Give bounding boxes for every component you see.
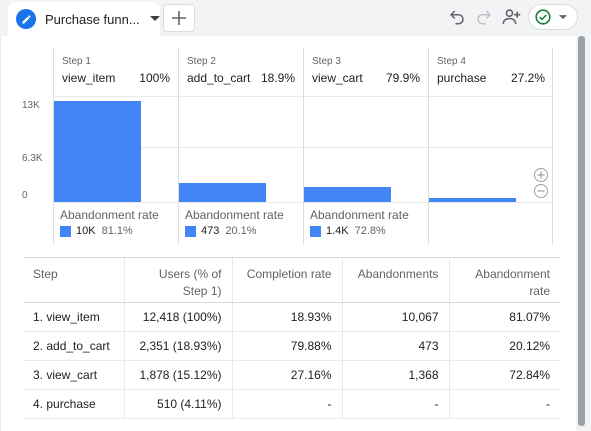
cell-abandonments: 1,368 [341, 360, 449, 390]
abandonment-count: 10K [76, 225, 96, 237]
status-dropdown[interactable] [528, 4, 578, 30]
step-2-percent: 18.9% [260, 71, 295, 85]
step-1-percent: 100% [139, 71, 170, 85]
person-add-icon[interactable] [500, 6, 522, 28]
redo-icon[interactable] [473, 6, 495, 28]
tab-purchase-funnel[interactable]: Purchase funn... [8, 2, 160, 36]
y-tick-label: 0 [22, 190, 28, 201]
bar-purchase[interactable] [429, 197, 516, 202]
abandonment-rate: 20.1% [225, 225, 257, 237]
bar-add-to-cart[interactable] [179, 182, 266, 202]
step-4-percent: 27.2% [510, 71, 545, 85]
table-row: 3. view_cart 1,878 (15.12%) 27.16% 1,368… [23, 360, 560, 390]
cell-abandonments: 473 [341, 331, 449, 361]
legend-swatch [60, 225, 71, 237]
funnel-chart: 13K 6.3K 0 Step 1 view_item 100% Step 2 … [0, 36, 576, 246]
tab-bar: Purchase funn... [0, 0, 591, 36]
column-header-step[interactable]: Step [23, 257, 124, 303]
zoom-in-icon[interactable] [534, 168, 548, 182]
step-1-name: view_item [62, 71, 116, 85]
step-2-name: add_to_cart [187, 71, 251, 85]
abandonment-count: 1.4K [326, 225, 349, 237]
cell-completion-rate: 27.16% [231, 360, 342, 390]
caret-down-icon[interactable] [149, 16, 160, 22]
column-header-users[interactable]: Users (% of Step 1) [123, 257, 232, 303]
table-row: 4. purchase 510 (4.11%) - - - [23, 389, 560, 419]
cell-abandonment-rate: 20.12% [448, 331, 560, 361]
abandonment-label: Abandonment rate [310, 208, 409, 222]
table-row: 2. add_to_cart 2,351 (18.93%) 79.88% 473… [23, 331, 560, 361]
bar-view-item[interactable] [54, 100, 141, 202]
step-3-percent: 79.9% [385, 71, 420, 85]
step-1-label: Step 1 [62, 56, 91, 67]
zoom-out-icon[interactable] [534, 184, 548, 198]
tab-title: Purchase funn... [45, 11, 140, 27]
abandonment-rate: 81.1% [101, 225, 133, 237]
column-divider [428, 48, 429, 244]
cell-users: 510 (4.11%) [123, 389, 232, 419]
table-row: 1. view_item 12,418 (100%) 18.93% 10,067… [23, 302, 560, 332]
cell-step: 3. view_cart [23, 360, 124, 390]
add-tab-button[interactable] [163, 4, 195, 32]
step-4-label: Step 4 [437, 56, 466, 67]
abandonment-step-3: 1.4K 72.8% [310, 225, 386, 237]
cell-abandonments: - [341, 389, 449, 419]
cell-step: 1. view_item [23, 302, 124, 332]
plus-icon [171, 10, 187, 26]
column-divider [53, 48, 54, 244]
column-header-completion-rate[interactable]: Completion rate [231, 257, 342, 303]
cell-users: 2,351 (18.93%) [123, 331, 232, 361]
pencil-icon[interactable] [16, 9, 36, 29]
abandonment-step-1: 10K 81.1% [60, 225, 133, 237]
undo-icon[interactable] [446, 6, 468, 28]
legend-swatch [185, 225, 196, 237]
legend-swatch [310, 225, 321, 237]
cell-abandonment-rate: 72.84% [448, 360, 560, 390]
step-2-label: Step 2 [187, 56, 216, 67]
cell-abandonment-rate: - [448, 389, 560, 419]
cell-abandonments: 10,067 [341, 302, 449, 332]
step-4-name: purchase [437, 71, 487, 85]
cell-step: 4. purchase [23, 389, 124, 419]
cell-users: 12,418 (100%) [123, 302, 232, 332]
cell-users: 1,878 (15.12%) [123, 360, 232, 390]
cell-completion-rate: - [231, 389, 342, 419]
step-3-label: Step 3 [312, 56, 341, 67]
funnel-table: Step Users (% of Step 1) Completion rate… [23, 257, 560, 419]
abandonment-step-2: 473 20.1% [185, 225, 257, 237]
scrollbar-thumb[interactable] [578, 36, 585, 426]
abandonment-rate: 72.8% [354, 225, 386, 237]
column-header-abandonments[interactable]: Abandonments [341, 257, 449, 303]
column-header-abandonment-rate[interactable]: Abandonment rate [448, 257, 560, 303]
cell-completion-rate: 18.93% [231, 302, 342, 332]
bar-view-cart[interactable] [304, 186, 391, 202]
abandonment-count: 473 [201, 225, 220, 237]
step-3-name: view_cart [312, 71, 363, 85]
column-divider [303, 48, 304, 244]
check-circle-icon [535, 9, 551, 25]
caret-down-icon [559, 14, 567, 20]
abandonment-label: Abandonment rate [185, 208, 284, 222]
y-tick-label: 13K [22, 100, 40, 111]
column-divider [552, 48, 553, 244]
table-header-row: Step Users (% of Step 1) Completion rate… [23, 257, 560, 303]
cell-abandonment-rate: 81.07% [448, 302, 560, 332]
y-tick-label: 6.3K [22, 153, 43, 164]
cell-step: 2. add_to_cart [23, 331, 124, 361]
cell-completion-rate: 79.88% [231, 331, 342, 361]
abandonment-label: Abandonment rate [60, 208, 159, 222]
column-divider [178, 48, 179, 244]
